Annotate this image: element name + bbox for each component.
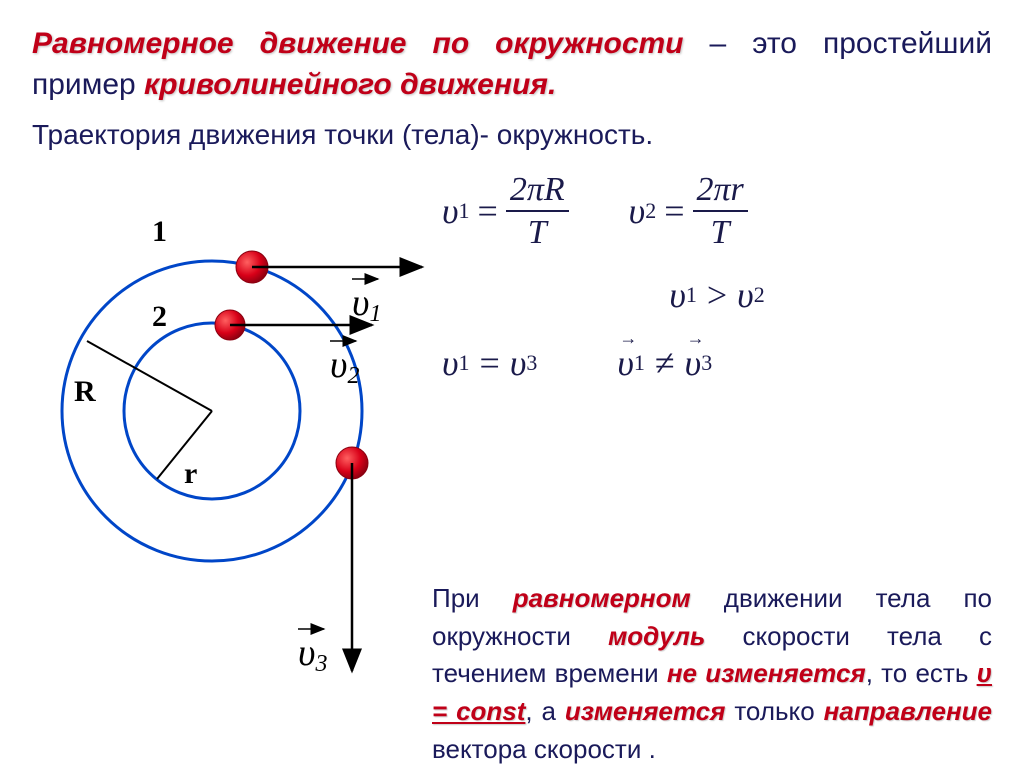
formula-v1: υ1 = 2πR T [442,171,569,252]
formula-row-eq-neq: υ1 = υ3 →υ1 ≠ →υ3 [442,342,992,384]
v1-label: υ1 [352,282,381,327]
label-R: R [74,375,96,408]
subtitle: Траектория движения точки (тела)- окружн… [32,119,992,151]
formula-neq: →υ1 ≠ →υ3 [617,342,712,384]
title: Равномерное движение по окружности – это… [32,24,992,105]
formula-v2: υ2 = 2πr T [629,171,748,252]
formula-ineq: υ1 > υ2 [669,274,764,316]
formulas-block: υ1 = 2πR T υ2 = 2πr T υ1 [432,171,992,406]
title-part1: Равномерное движение по окружности [32,27,684,60]
label-2: 2 [152,300,167,333]
label-1: 1 [152,215,167,248]
explanation-text: При равномерном движении тела по окружно… [432,580,992,768]
lower-section: При равномерном движении тела по окружно… [32,576,992,768]
v2-label: υ2 [330,344,359,389]
formula-eq: υ1 = υ3 [442,342,537,384]
formula-row-ineq: υ1 > υ2 [442,274,992,316]
radius-R-line [87,341,212,411]
formula-row-1: υ1 = 2πR T υ2 = 2πr T [442,171,992,252]
title-part3: криволинейного движения. [144,68,556,101]
label-r: r [184,457,197,490]
